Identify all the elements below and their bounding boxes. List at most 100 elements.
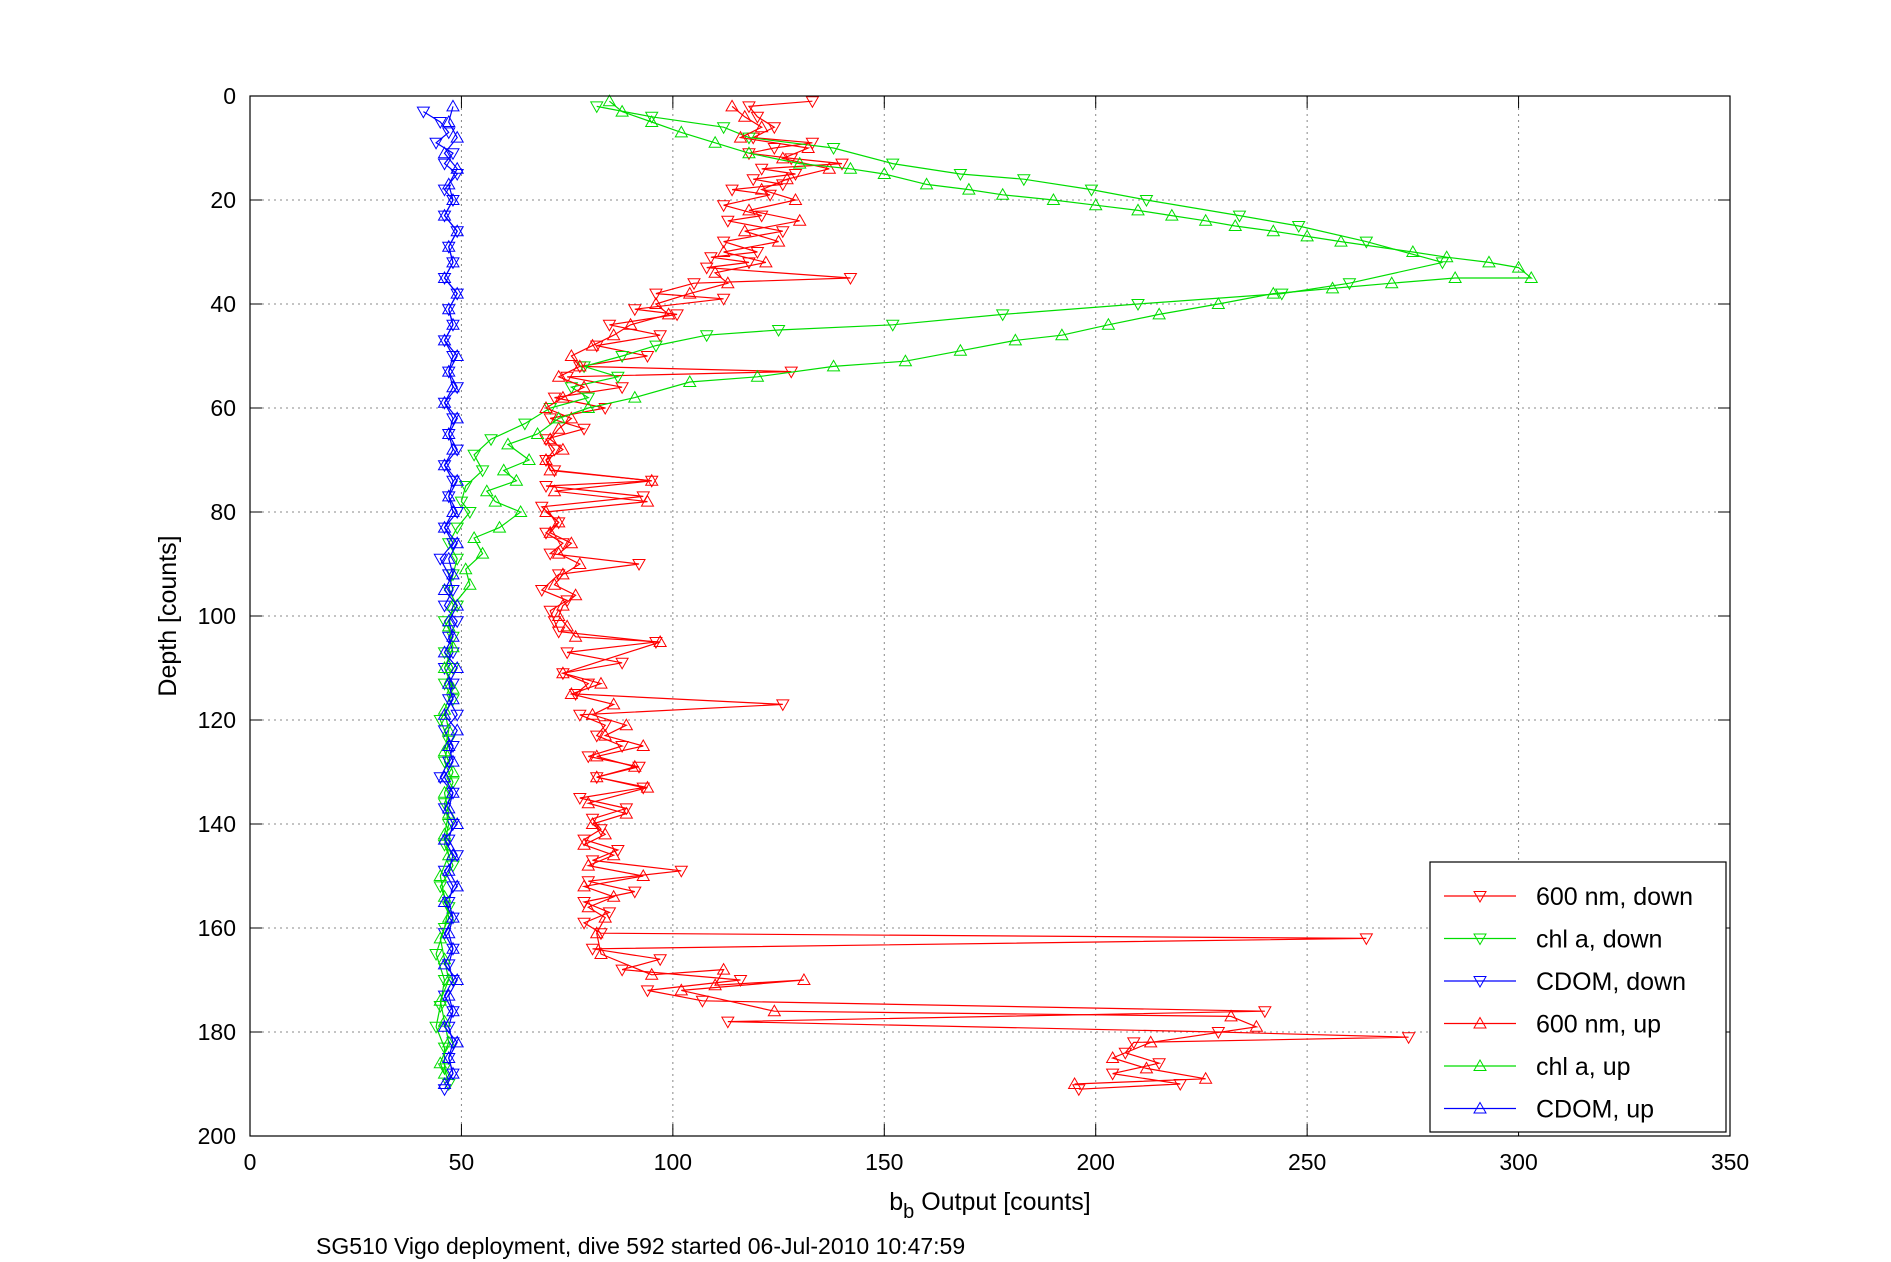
- data-point: [771, 325, 786, 338]
- data-point: [763, 189, 777, 202]
- data-point: [450, 224, 465, 237]
- data-point: [775, 699, 790, 712]
- data-point: [1448, 270, 1463, 283]
- data-point: [437, 333, 452, 346]
- data-point: [577, 879, 591, 892]
- data-point: [446, 943, 460, 956]
- data-point: [767, 143, 782, 156]
- data-point: [716, 122, 731, 135]
- data-point: [450, 879, 465, 892]
- data-point: [1524, 270, 1539, 283]
- data-point: [623, 317, 638, 330]
- data-point: [446, 319, 460, 332]
- grid-lines: [250, 96, 1730, 1136]
- data-point: [961, 182, 976, 195]
- data-point: [437, 582, 452, 595]
- data-point: [446, 317, 460, 330]
- series-line-chl-a-up: [439, 100, 1533, 1074]
- data-point: [1067, 1076, 1082, 1089]
- data-point: [716, 293, 731, 306]
- data-point: [716, 962, 731, 975]
- data-point: [568, 588, 583, 601]
- data-point: [543, 432, 558, 445]
- data-point: [437, 975, 452, 988]
- data-point: [509, 473, 524, 486]
- data-point: [775, 226, 790, 239]
- series-600-nm-up: [539, 99, 1264, 1089]
- data-point: [437, 645, 452, 658]
- data-point: [437, 647, 452, 660]
- data-point: [708, 978, 723, 991]
- data-point: [771, 234, 786, 247]
- data-point: [572, 709, 587, 722]
- data-point: [585, 707, 600, 720]
- data-point: [716, 200, 731, 213]
- data-point: [653, 954, 668, 967]
- data-point: [446, 148, 460, 161]
- data-point: [602, 94, 617, 107]
- data-point: [475, 465, 490, 478]
- data-point: [589, 926, 604, 939]
- data-point: [437, 273, 452, 286]
- data-point: [995, 187, 1010, 200]
- data-point: [441, 114, 456, 127]
- data-point: [551, 369, 566, 382]
- data-point: [1046, 192, 1061, 205]
- data-point: [429, 949, 443, 962]
- data-point: [568, 629, 583, 642]
- data-point: [1511, 260, 1526, 273]
- data-point: [826, 359, 841, 372]
- data-point: [437, 395, 452, 408]
- data-point: [644, 967, 659, 980]
- data-point: [450, 616, 465, 629]
- data-point: [742, 203, 756, 216]
- data-point: [458, 562, 473, 575]
- chart-caption: SG510 Vigo deployment, dive 592 started …: [316, 1233, 965, 1259]
- data-point: [725, 99, 739, 112]
- data-point: [1334, 234, 1348, 247]
- data-point: [450, 850, 465, 863]
- data-point: [1105, 1050, 1120, 1063]
- data-point: [594, 928, 608, 941]
- data-point: [822, 161, 837, 174]
- data-point: [556, 666, 570, 679]
- y-tick-label: 120: [198, 707, 236, 733]
- data-point: [467, 530, 481, 543]
- data-point: [437, 208, 452, 221]
- series-group: [416, 94, 1539, 1097]
- data-point: [577, 423, 591, 436]
- data-point: [437, 146, 452, 159]
- data-point: [644, 111, 659, 124]
- data-point: [788, 192, 803, 205]
- data-point: [742, 101, 756, 114]
- data-point: [572, 793, 587, 806]
- data-point: [589, 340, 604, 353]
- data-point: [640, 494, 655, 507]
- data-point: [446, 629, 460, 642]
- data-point: [437, 678, 452, 691]
- data-point: [441, 1035, 456, 1048]
- data-point: [450, 473, 465, 486]
- data-point: [792, 213, 807, 226]
- x-tick-label: 100: [654, 1149, 692, 1175]
- data-point: [754, 120, 769, 133]
- data-point: [598, 728, 613, 741]
- data-point: [450, 816, 465, 829]
- data-point: [433, 772, 448, 785]
- data-point: [627, 886, 642, 899]
- data-point: [437, 397, 452, 410]
- data-point: [437, 660, 452, 673]
- data-point: [585, 943, 600, 956]
- data-point: [737, 224, 752, 237]
- data-point: [446, 777, 460, 790]
- y-tick-label: 180: [198, 1019, 236, 1045]
- data-point: [767, 1004, 782, 1017]
- data-point: [450, 130, 465, 143]
- data-point: [556, 567, 570, 580]
- data-point: [885, 158, 900, 171]
- x-tick-label: 300: [1499, 1149, 1537, 1175]
- y-tick-label: 40: [210, 291, 236, 317]
- data-point: [780, 172, 794, 185]
- data-point: [446, 1004, 460, 1017]
- data-point: [1291, 221, 1306, 234]
